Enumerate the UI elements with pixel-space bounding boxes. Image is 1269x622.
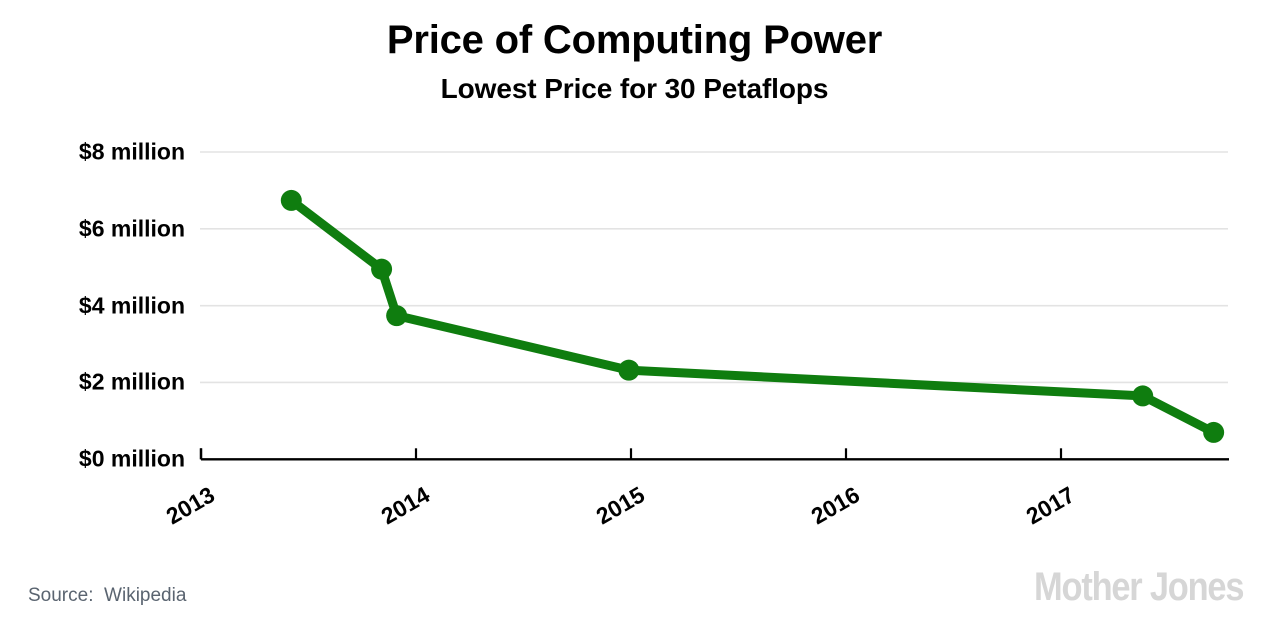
y-axis-tick-label: $4 million bbox=[78, 292, 185, 319]
data-point[interactable] bbox=[371, 258, 393, 280]
data-series bbox=[280, 189, 1225, 443]
data-point[interactable] bbox=[618, 359, 640, 381]
data-point[interactable] bbox=[280, 189, 302, 211]
data-point[interactable] bbox=[1203, 421, 1225, 443]
y-axis-tick-label: $6 million bbox=[78, 215, 185, 242]
chart-subtitle: Lowest Price for 30 Petaflops bbox=[440, 73, 829, 104]
brand-logo: Mother Jones bbox=[1033, 565, 1244, 609]
chart-title: Price of Computing Power bbox=[386, 18, 883, 62]
series-line bbox=[286, 195, 1219, 437]
y-axis-tick-label: $8 million bbox=[78, 138, 185, 165]
y-axis-tick-label: $0 million bbox=[78, 445, 185, 472]
data-point[interactable] bbox=[386, 305, 408, 327]
x-axis-ticks bbox=[199, 448, 1063, 460]
y-axis-tick-label: $2 million bbox=[78, 368, 185, 395]
source-note: Source: Wikipedia bbox=[28, 585, 187, 606]
data-point[interactable] bbox=[1132, 385, 1154, 407]
gridlines bbox=[200, 151, 1228, 384]
axis-lines bbox=[199, 448, 1229, 461]
